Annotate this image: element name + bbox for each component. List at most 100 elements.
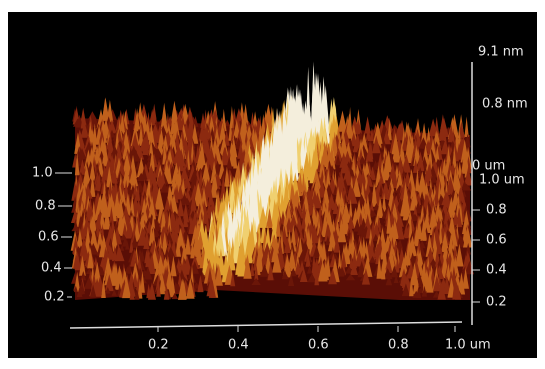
spike xyxy=(146,254,156,274)
spike xyxy=(348,199,353,220)
spike xyxy=(129,237,134,253)
spike xyxy=(83,276,94,289)
spike xyxy=(462,183,472,191)
spike xyxy=(278,194,287,221)
spike xyxy=(455,243,464,267)
spike xyxy=(365,145,374,162)
right-label: 0.2 xyxy=(486,295,507,310)
spike xyxy=(254,264,259,280)
spike xyxy=(409,187,419,211)
spike xyxy=(184,154,189,173)
spike xyxy=(112,169,118,184)
spike xyxy=(137,278,143,299)
spike xyxy=(121,164,132,188)
spike xyxy=(365,126,371,141)
spike xyxy=(415,168,420,192)
spike xyxy=(109,206,114,223)
spike xyxy=(428,118,438,137)
spike xyxy=(186,277,195,299)
spike xyxy=(198,169,204,187)
spike xyxy=(371,135,381,154)
spike xyxy=(307,150,312,181)
surface xyxy=(70,61,474,300)
spike xyxy=(74,251,81,271)
spike xyxy=(454,284,462,300)
z-top: 9.1 nm xyxy=(478,45,524,60)
spike xyxy=(248,193,258,233)
spike xyxy=(337,110,348,132)
spike xyxy=(353,218,361,232)
spike xyxy=(418,277,424,288)
spike xyxy=(110,228,119,252)
spike xyxy=(78,215,83,228)
spike xyxy=(306,265,313,274)
spike xyxy=(260,264,269,277)
spike xyxy=(409,275,414,297)
spike xyxy=(436,258,443,268)
spike xyxy=(182,212,189,228)
spike xyxy=(463,225,473,248)
spike xyxy=(243,254,252,279)
spike xyxy=(159,183,170,193)
spike xyxy=(80,271,87,281)
spike xyxy=(175,236,181,257)
spike xyxy=(337,219,347,243)
spike xyxy=(167,211,172,232)
spike xyxy=(133,251,139,270)
spike xyxy=(136,183,141,201)
spike xyxy=(195,150,205,172)
spike xyxy=(390,265,399,278)
spike xyxy=(170,255,177,277)
spike xyxy=(94,214,103,233)
spike xyxy=(180,114,186,131)
spike xyxy=(386,210,392,234)
spike xyxy=(89,173,96,197)
spike xyxy=(258,205,268,228)
axis-labels: 1.0 0.8 0.6 0.4 0.2 0.8 0.6 0.4 0.2 0.2 0.4 0.6 0.8 1… xyxy=(32,166,507,353)
spike xyxy=(455,207,463,228)
spike xyxy=(79,255,86,276)
spike xyxy=(105,287,111,294)
spike xyxy=(143,266,153,280)
spike xyxy=(349,253,354,269)
spike xyxy=(398,256,409,278)
spike xyxy=(177,278,187,300)
spike xyxy=(197,274,204,293)
spike xyxy=(267,260,274,281)
spike xyxy=(445,176,456,195)
spike xyxy=(310,223,320,244)
left-label: 0.8 xyxy=(35,199,56,214)
spike xyxy=(188,217,196,234)
spike xyxy=(401,154,412,173)
spike xyxy=(288,272,295,286)
spike xyxy=(109,263,119,286)
spike xyxy=(298,254,306,265)
spike xyxy=(106,99,114,123)
spike xyxy=(151,211,156,234)
left-label: 0.2 xyxy=(44,290,65,305)
spike xyxy=(134,288,140,300)
spike xyxy=(343,213,350,235)
spike xyxy=(101,143,109,167)
spike xyxy=(221,146,230,166)
spike xyxy=(126,263,133,274)
spike xyxy=(351,248,357,269)
spike xyxy=(384,256,393,274)
left-label: 0.4 xyxy=(41,261,62,276)
spike xyxy=(402,198,410,221)
spike xyxy=(149,148,156,172)
spike xyxy=(224,166,230,187)
spike xyxy=(111,289,117,296)
spike xyxy=(251,278,261,285)
spike xyxy=(333,235,341,253)
spike xyxy=(369,166,376,181)
spike xyxy=(147,282,156,300)
spike xyxy=(142,138,150,155)
spike xyxy=(382,268,393,280)
spike xyxy=(463,168,473,186)
spike xyxy=(371,183,378,207)
spike xyxy=(210,175,218,198)
spike xyxy=(433,274,441,292)
spike xyxy=(195,240,203,266)
